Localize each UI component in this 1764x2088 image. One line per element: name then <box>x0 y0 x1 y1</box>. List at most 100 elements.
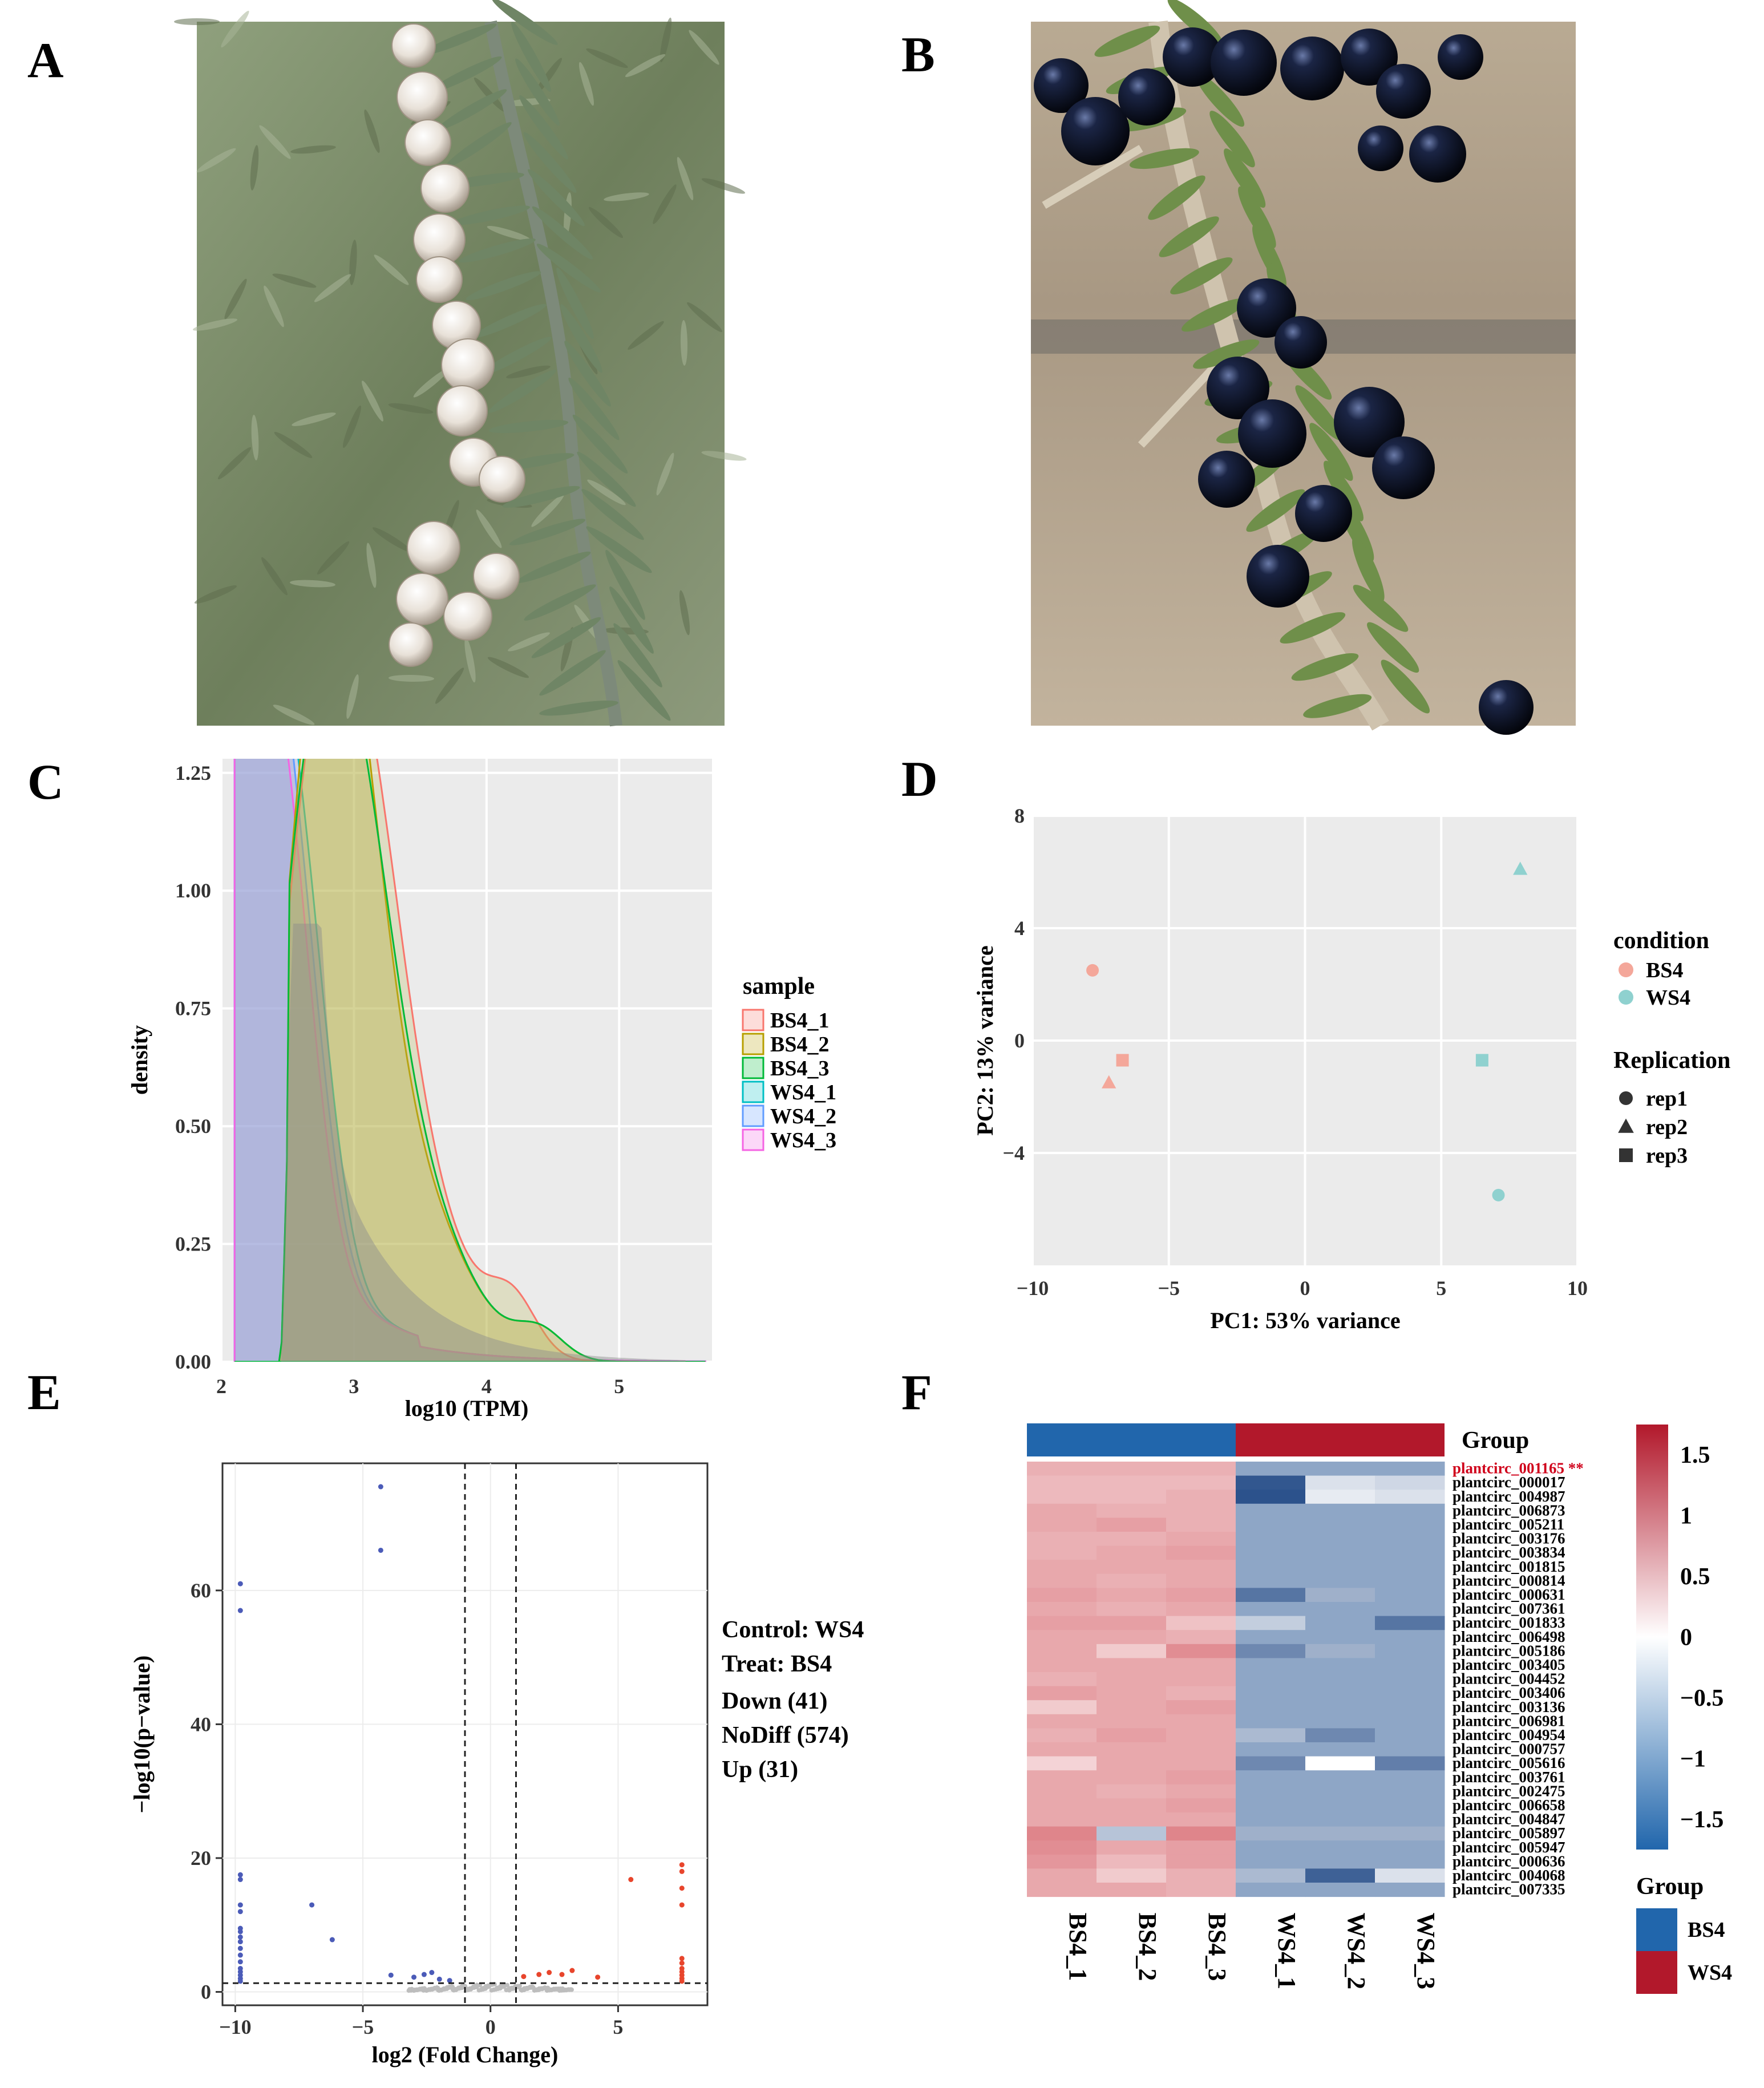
density-legend-swatch-BS4_1 <box>742 1009 764 1031</box>
heatmap-cell <box>1375 1545 1445 1560</box>
volcano-point-down <box>237 1909 243 1915</box>
white-berry <box>397 71 448 123</box>
background-leaf <box>274 432 313 458</box>
heatmap-cell <box>1097 1503 1167 1518</box>
black-berry <box>1237 278 1296 338</box>
heatmap-row-label: plantcirc_004954 <box>1453 1726 1565 1743</box>
heatmap-cell <box>1305 1462 1375 1476</box>
volcano-point-down <box>237 1902 243 1908</box>
heatmap-cell <box>1166 1490 1236 1504</box>
panel-label-c: C <box>27 755 64 810</box>
heatmap-cell <box>1305 1560 1375 1575</box>
heatmap-column-label: WS4_1 <box>1273 1913 1301 1989</box>
heatmap-cell <box>1305 1728 1375 1743</box>
heatmap-cell <box>1375 1644 1445 1658</box>
density-curve-WS4_3 <box>233 759 706 1362</box>
background-leaf <box>224 278 247 319</box>
heatmap-cell <box>1027 1812 1097 1827</box>
heatmap-cell <box>1027 1573 1097 1588</box>
black-berry <box>1275 316 1327 369</box>
photo-white-berries <box>174 0 747 727</box>
heatmap-row-label: plantcirc_000017 <box>1453 1474 1565 1491</box>
pca-point-BS4-rep2 <box>1102 1075 1116 1088</box>
background-leaf <box>194 585 237 604</box>
volcano-point-up <box>679 1902 685 1908</box>
heatmap-cell <box>1097 1883 1167 1897</box>
volcano-point-down <box>329 1937 335 1943</box>
heatmap-cell <box>1097 1588 1167 1603</box>
heatmap-cell <box>1236 1573 1306 1588</box>
leaf <box>1238 186 1276 248</box>
heatmap-cell <box>1305 1573 1375 1588</box>
black-berry <box>1438 34 1483 80</box>
volcano-point-nodiff <box>483 1986 488 1991</box>
heatmap-cell <box>1236 1840 1306 1855</box>
heatmap-cell <box>1236 1545 1306 1560</box>
leaf <box>1195 73 1245 127</box>
heatmap-cell <box>1375 1784 1445 1799</box>
volcano-legend-line: Up (31) <box>722 1757 798 1783</box>
volcano-point-down <box>237 1978 243 1984</box>
white-berry <box>420 164 470 213</box>
heatmap-cell <box>1305 1854 1375 1869</box>
leaf <box>1381 659 1430 714</box>
heatmap-cell <box>1097 1518 1167 1532</box>
leaf <box>519 95 568 160</box>
pca-legend-label-BS4: BS4 <box>1646 958 1683 982</box>
volcano-point-nodiff <box>504 1982 509 1988</box>
heatmap-cell <box>1097 1658 1167 1673</box>
leaf <box>1324 460 1364 521</box>
heatmap-cell <box>1166 1532 1236 1547</box>
panel-label-a: A <box>27 33 64 88</box>
heatmap-cell <box>1375 1588 1445 1603</box>
background-leaf <box>689 30 719 65</box>
leaf <box>605 549 645 620</box>
leaf <box>1295 385 1342 440</box>
background-leaf <box>251 415 259 460</box>
leaf <box>568 378 620 440</box>
heatmap-cell <box>1236 1812 1306 1827</box>
heatmap-cell <box>1236 1756 1306 1771</box>
white-berry <box>479 456 525 503</box>
volcano-point-nodiff <box>497 1986 503 1991</box>
leaf <box>515 58 560 126</box>
white-berry <box>396 573 448 625</box>
background-leaf <box>589 207 623 238</box>
heatmap-cell <box>1027 1560 1097 1575</box>
leaf <box>1352 536 1385 602</box>
pca-y-axis-label: PC2: 13% variance <box>972 945 998 1135</box>
heatmap-cell <box>1236 1490 1306 1504</box>
volcano-point-down <box>237 1934 243 1940</box>
density-legend-title: sample <box>743 973 815 1000</box>
heatmap-cell <box>1027 1854 1097 1869</box>
volcano-point-nodiff <box>486 1984 491 1989</box>
volcano-point-nodiff <box>516 1984 521 1989</box>
heatmap-cell <box>1166 1756 1236 1771</box>
black-berry <box>1163 27 1222 87</box>
pca-legend-swatch-BS4 <box>1619 962 1633 977</box>
pca-x-tick: −5 <box>1158 1277 1180 1300</box>
heatmap-cell <box>1236 1588 1306 1603</box>
leaf <box>1246 489 1305 532</box>
heatmap-cell <box>1097 1700 1167 1715</box>
volcano-point-down <box>237 1929 243 1935</box>
leaf <box>617 660 671 721</box>
leaf <box>1094 25 1160 57</box>
black-berry <box>1295 485 1352 542</box>
heatmap-cell <box>1236 1630 1306 1645</box>
volcano-point-up <box>679 1960 685 1966</box>
density-y-tick: 0.25 <box>175 1233 211 1256</box>
volcano-point-nodiff <box>501 1984 506 1989</box>
leaf <box>488 419 569 434</box>
density-chart: 2 3 4 5 0.00 0.25 0.50 0.75 1.00 1.25 log10 (TPM)… <box>127 759 836 1421</box>
heatmap-group-cell-BS4 <box>1097 1423 1166 1456</box>
volcano-point-nodiff <box>569 1987 574 1992</box>
background-leaf <box>656 452 674 496</box>
volcano-point-nodiff <box>545 1985 551 1990</box>
background-leaf <box>374 254 409 285</box>
heatmap-cell <box>1375 1756 1445 1771</box>
density-legend-label-WS4_1: WS4_1 <box>770 1081 836 1104</box>
heatmap-cell <box>1236 1742 1306 1757</box>
heatmap-cell <box>1027 1545 1097 1560</box>
heatmap-row-label: plantcirc_005186 <box>1453 1642 1565 1659</box>
